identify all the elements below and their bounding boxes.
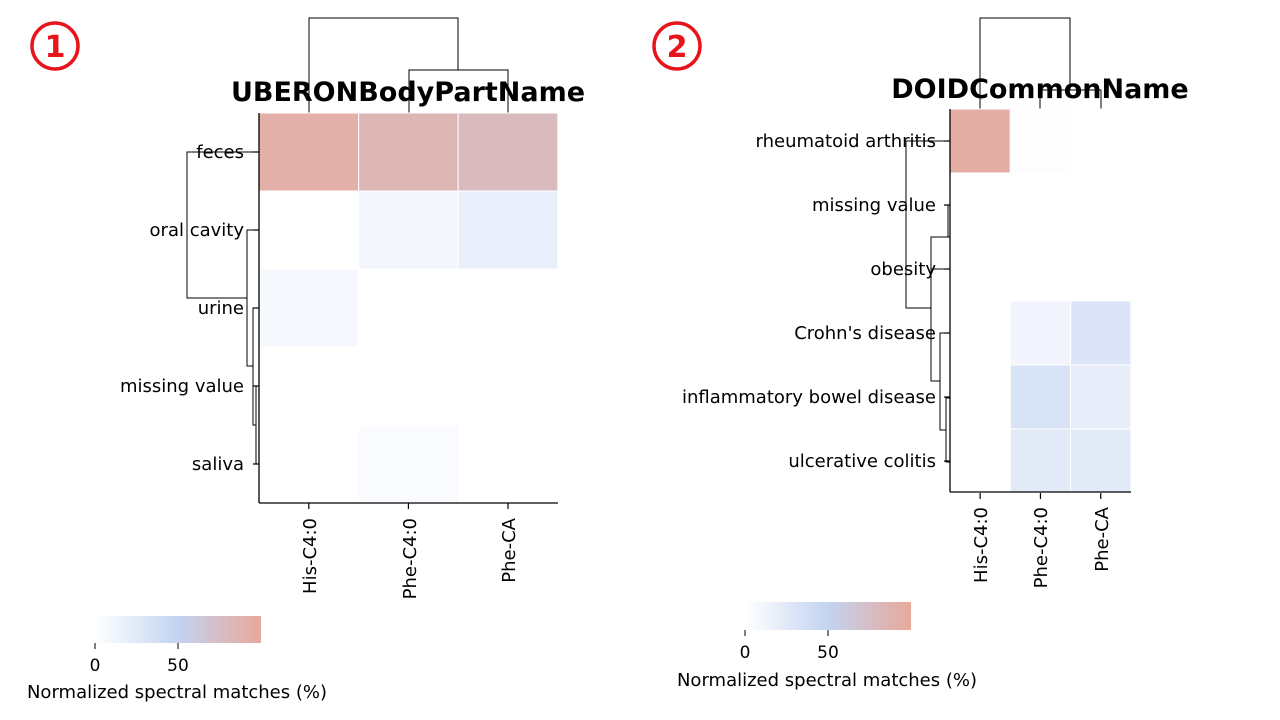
heatmap-cell — [1070, 236, 1132, 302]
heatmap-cell — [1009, 428, 1072, 494]
heatmap-1-row-ticks — [253, 151, 259, 465]
heatmap-cell — [258, 112, 360, 192]
heatmap-cell — [1009, 300, 1072, 366]
heatmap-2-row-ticks — [944, 140, 950, 462]
heatmap-1-column-labels: His-C4:0 Phe-C4:0 Phe-CA — [300, 517, 520, 599]
heatmap-cell — [358, 346, 459, 426]
row-label: oral cavity — [150, 220, 245, 241]
colorbar-2-tick-label: 50 — [817, 643, 839, 663]
badge-1: 1 — [30, 21, 80, 71]
heatmap-2-row-labels: rheumatoid arthritis missing value obesi… — [682, 131, 936, 472]
badge-1-circle — [30, 21, 80, 71]
row-label: missing value — [812, 195, 936, 216]
heatmap-cell — [258, 424, 360, 504]
heatmap-cell — [949, 236, 1011, 302]
heatmap-cell — [1070, 428, 1132, 494]
row-dendrogram-2 — [905, 140, 950, 463]
heatmap-1-column-ticks — [308, 503, 509, 509]
heatmap-cell — [1070, 300, 1132, 366]
heatmap-cell — [1070, 108, 1132, 174]
row-label: inflammatory bowel disease — [682, 387, 936, 408]
column-label: Phe-C4:0 — [400, 518, 421, 599]
colorbar-1-label: Normalized spectral matches (%) — [27, 682, 327, 703]
colorbar-1-gradient — [95, 616, 261, 643]
heatmap-cell — [457, 112, 559, 192]
colorbar-2-tick-label: 0 — [740, 643, 751, 663]
heatmap-1-title: UBERONBodyPartName — [231, 77, 585, 108]
badge-1-label: 1 — [45, 30, 66, 65]
badge-2-label: 2 — [667, 30, 688, 65]
column-label: Phe-CA — [1092, 506, 1113, 571]
heatmap-cell — [358, 190, 459, 270]
heatmap-cell — [457, 190, 559, 270]
heatmap-2-axes — [949, 109, 1131, 493]
row-label: urine — [198, 298, 244, 319]
row-label: rheumatoid arthritis — [756, 131, 937, 152]
heatmap-cell — [358, 268, 459, 348]
row-label: Crohn's disease — [794, 323, 936, 344]
column-label: Phe-CA — [499, 517, 520, 582]
heatmap-cell — [258, 190, 360, 270]
column-dendrogram-1 — [308, 17, 509, 113]
heatmap-cell — [1009, 172, 1072, 238]
badge-2-circle — [652, 21, 702, 71]
heatmap-cell — [258, 346, 360, 426]
heatmap-cell — [1009, 108, 1072, 174]
column-label: His-C4:0 — [300, 518, 321, 594]
heatmap-cell — [949, 364, 1011, 430]
heatmap-1-cells — [258, 112, 559, 504]
row-label: saliva — [192, 454, 244, 475]
heatmap-2-column-labels: His-C4:0 Phe-C4:0 Phe-CA — [971, 506, 1113, 588]
row-label: missing value — [120, 376, 244, 397]
column-label: Phe-C4:0 — [1031, 507, 1052, 588]
heatmap-cell — [358, 424, 459, 504]
colorbar-1-tick-label: 0 — [90, 656, 101, 676]
heatmap-cell — [949, 428, 1011, 494]
heatmap-cell — [949, 172, 1011, 238]
badge-2: 2 — [652, 21, 702, 71]
column-label: His-C4:0 — [971, 507, 992, 583]
heatmap-1-row-labels: feces oral cavity urine missing value sa… — [120, 142, 244, 475]
heatmap-cell — [457, 346, 559, 426]
heatmap-cell — [457, 424, 559, 504]
row-label: obesity — [870, 259, 936, 280]
colorbar-2: 0 50 Normalized spectral matches (%) — [677, 602, 977, 691]
heatmap-cell — [1070, 364, 1132, 430]
colorbar-1-tick-label: 50 — [167, 656, 189, 676]
column-dendrogram-2 — [979, 17, 1102, 109]
heatmap-cell — [457, 268, 559, 348]
heatmap-cell — [949, 300, 1011, 366]
heatmap-cell — [258, 268, 360, 348]
panel-1: 1 UBERONBodyPartName feces oral cavity u… — [27, 17, 585, 703]
colorbar-2-gradient — [745, 602, 911, 630]
heatmap-cell — [949, 108, 1011, 174]
heatmap-cell — [358, 112, 459, 192]
heatmap-2-column-ticks — [979, 493, 1102, 499]
heatmap-cell — [1009, 364, 1072, 430]
panel-2: 2 DOIDCommonName rheumatoid arthritis — [652, 17, 1189, 691]
heatmap-2-cells — [949, 108, 1132, 494]
colorbar-2-label: Normalized spectral matches (%) — [677, 670, 977, 691]
row-label: ulcerative colitis — [788, 451, 936, 472]
heatmap-cell — [1070, 172, 1132, 238]
heatmap-cell — [1009, 236, 1072, 302]
row-label: feces — [196, 142, 244, 163]
heatmap-2-title: DOIDCommonName — [891, 74, 1189, 105]
colorbar-1: 0 50 Normalized spectral matches (%) — [27, 616, 327, 703]
